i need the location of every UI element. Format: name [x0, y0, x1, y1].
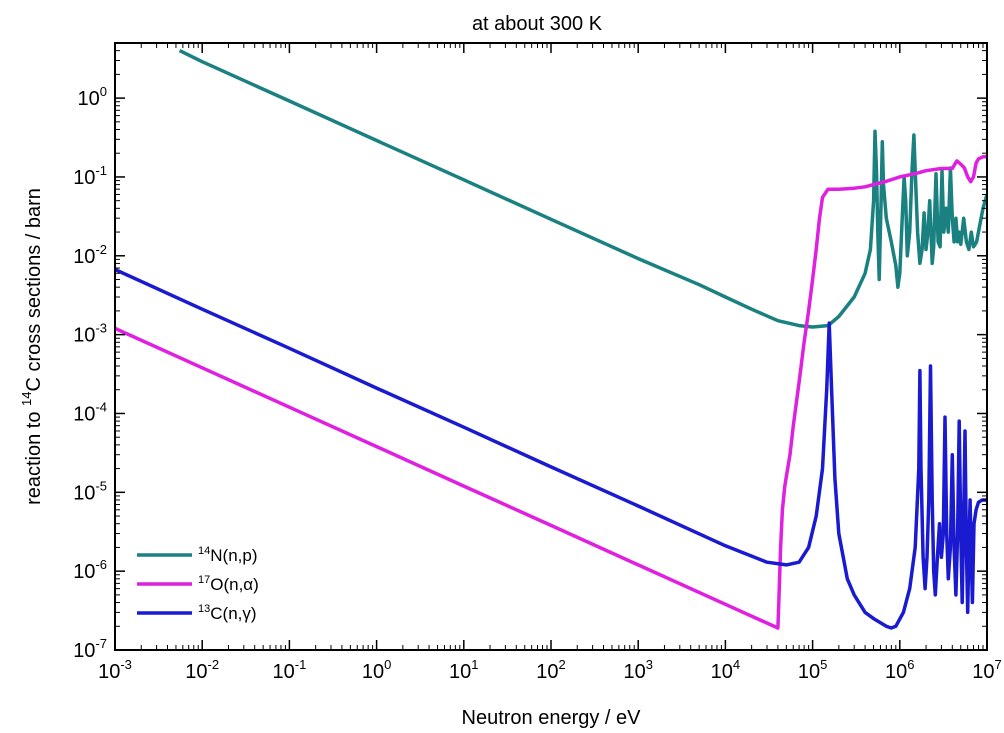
x-tick-label: 105	[798, 657, 827, 683]
legend: 14N(n,p) 17O(n,α) 13C(n,γ)	[137, 545, 259, 623]
legend-label-1: 14N(n,p)	[198, 545, 257, 565]
y-tick-label: 10-7	[73, 636, 107, 662]
y-tick-label: 10-3	[73, 321, 107, 347]
y-axis-title-sup: 14	[19, 392, 34, 406]
x-tick-label: 106	[885, 657, 914, 683]
y-tick-label: 10-5	[73, 478, 107, 504]
x-tick-label: 103	[623, 657, 652, 683]
y-tick-label: 10-2	[73, 242, 107, 268]
x-tick-label: 100	[362, 657, 391, 683]
y-axis-title: reaction to 14C cross sections / barn	[19, 188, 45, 505]
y-tick-label: 100	[78, 84, 107, 110]
x-axis-title: Neutron energy / eV	[462, 707, 642, 729]
x-tick-label: 10-2	[185, 657, 219, 683]
legend-label-2: 17O(n,α)	[198, 574, 259, 594]
y-axis-title-after: C cross sections / barn	[23, 188, 45, 391]
series-line-2	[115, 155, 987, 630]
tick-labels-layer: 10-3 10-2 10-1 100 101 102 103 104 105 106 107 100 1…	[73, 84, 1002, 683]
legend-label-3: 13C(n,γ)	[198, 603, 257, 623]
series-line-3	[115, 267, 987, 630]
x-tick-label: 10-1	[272, 657, 306, 683]
ticks-layer	[114, 42, 988, 651]
x-tick-label: 10-3	[98, 657, 132, 683]
y-axis-title-before: reaction to	[23, 406, 45, 505]
x-tick-label: 102	[536, 657, 565, 683]
y-tick-label: 10-1	[73, 163, 107, 189]
x-tick-label: 104	[711, 657, 740, 683]
x-tick-label: 107	[972, 657, 1001, 683]
chart-title: at about 300 K	[472, 13, 603, 35]
series-layer	[115, 49, 987, 630]
y-tick-label: 10-6	[73, 557, 107, 583]
x-tick-label: 101	[449, 657, 478, 683]
y-tick-label: 10-4	[73, 399, 107, 425]
